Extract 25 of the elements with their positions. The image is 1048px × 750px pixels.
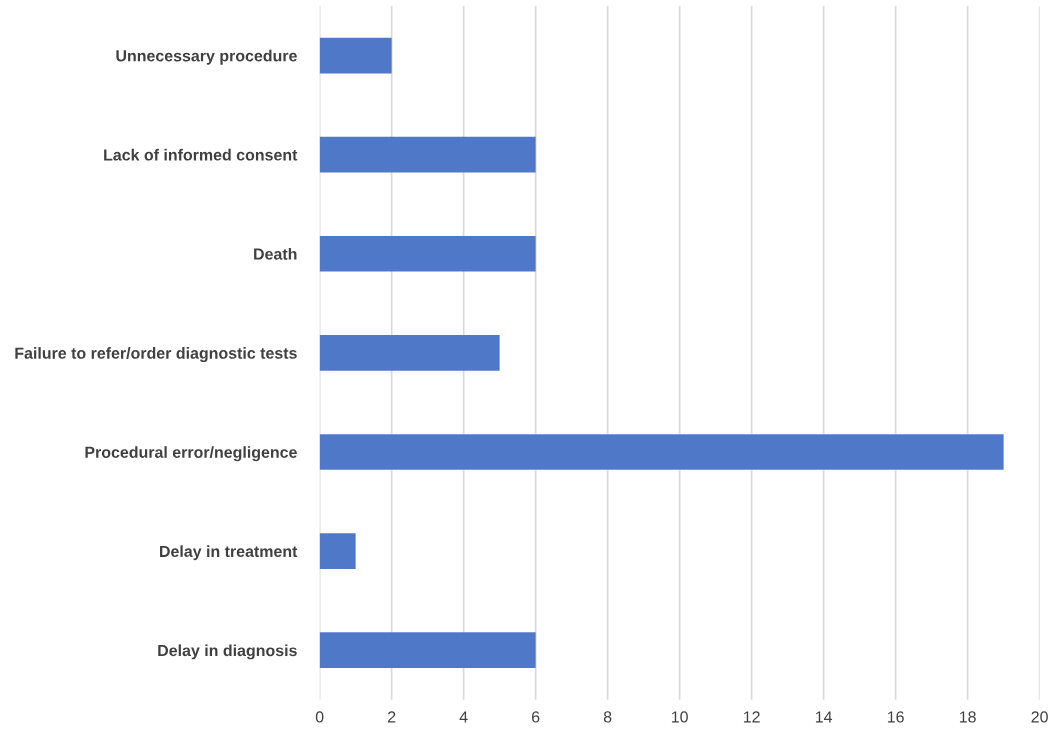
- x-tick-label: 2: [388, 711, 396, 723]
- bar: [319, 37, 392, 74]
- x-tick-label: 14: [815, 711, 833, 723]
- x-tick-label: 4: [459, 711, 468, 723]
- bar: [319, 335, 500, 371]
- y-tick-label: Death: [254, 247, 297, 260]
- x-tick-label: 18: [959, 711, 976, 723]
- bar: [319, 136, 536, 173]
- x-tick-label: 0: [315, 711, 324, 723]
- bar: [319, 632, 536, 669]
- x-tick-label: 8: [603, 711, 612, 723]
- y-tick-label: Delay in diagnosis: [158, 644, 297, 660]
- y-tick-label: Lack of informed consent: [104, 148, 298, 161]
- x-tick-label: 10: [671, 711, 688, 723]
- bar: [319, 434, 1004, 470]
- x-tick-label: 6: [532, 711, 540, 723]
- y-tick-label: Failure to refer/order diagnostic tests: [15, 347, 297, 363]
- y-tick-label: Delay in treatment: [160, 545, 298, 561]
- bar: [319, 235, 536, 272]
- x-tick-label: 20: [1031, 711, 1048, 723]
- y-tick-label: Unnecessary procedure: [116, 49, 297, 65]
- x-tick-label: 12: [743, 711, 760, 723]
- bar: [319, 533, 356, 569]
- y-tick-label: Procedural error/negligence: [85, 446, 297, 462]
- x-tick-label: 16: [887, 711, 904, 723]
